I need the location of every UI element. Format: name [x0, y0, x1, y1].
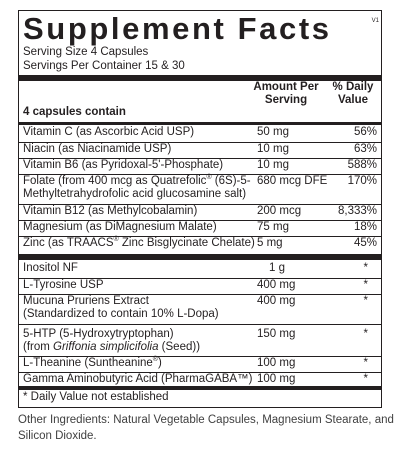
- nutrient-amount: 75 mg: [257, 221, 289, 233]
- serving-size: Serving Size 4 Capsules: [23, 46, 149, 58]
- nutrient-name: Magnesium (as DiMagnesium Malate): [23, 221, 217, 233]
- ingredient-name: Inositol NF: [23, 262, 78, 274]
- ingredient-row: Gamma Aminobutyric Acid (PharmaGABA™) 10…: [19, 372, 381, 389]
- ingredient-name: Gamma Aminobutyric Acid (PharmaGABA™): [23, 373, 253, 385]
- servings-per-container: Servings Per Container 15 & 30: [23, 60, 185, 72]
- nutrient-row: Vitamin B12 (as Methylcobalamin) 200 mcg…: [19, 204, 381, 221]
- ingredient-row: Inositol NF 1 g *: [19, 262, 381, 278]
- ingredient-amount: 1 g: [269, 262, 285, 274]
- nutrient-dv: 63%: [353, 143, 377, 155]
- per-serving-label: 4 capsules contain: [23, 106, 126, 118]
- ingredient-row: Mucuna Pruriens Extract (Standardized to …: [19, 294, 381, 325]
- ingredient-amount: 100 mg: [257, 357, 296, 369]
- nutrient-dv: 56%: [353, 126, 377, 138]
- header-divider: [19, 122, 381, 125]
- nutrient-name: Vitamin C (as Ascorbic Acid USP): [23, 126, 195, 138]
- nutrient-amount: 680 mcg DFE: [257, 175, 328, 187]
- ingredient-dv: *: [363, 262, 368, 274]
- ingredient-dv: *: [363, 357, 368, 369]
- supplement-facts-panel: Supplement Facts V1 Serving Size 4 Capsu…: [18, 10, 382, 408]
- ingredient-amount: 100 mg: [257, 373, 296, 385]
- ingredient-dv: *: [363, 295, 368, 307]
- thick-divider: [19, 75, 381, 81]
- nutrient-dv: 45%: [353, 237, 377, 249]
- other-ingredients-text: Other Ingredients: Natural Vegetable Cap…: [18, 414, 394, 442]
- nutrient-row: Magnesium (as DiMagnesium Malate) 75 mg …: [19, 220, 381, 237]
- nutrient-row: Vitamin B6 (as Pyridoxal-5'-Phosphate) 1…: [19, 158, 381, 175]
- nutrient-dv: 588%: [347, 159, 377, 171]
- nutrient-row: Niacin (as Niacinamide USP) 10 mg 63%: [19, 142, 381, 159]
- nutrient-row: Zinc (as TRAACS® Zinc Bisglycinate Chela…: [19, 236, 381, 253]
- nutrient-row: Folate (from 400 mcg as Quatrefolic® (6S…: [19, 174, 381, 205]
- ingredient-name: L-Theanine (Suntheanine®): [23, 356, 162, 369]
- ingredient-name: Mucuna Pruriens Extract (Standardized to …: [23, 295, 219, 320]
- thick-divider: [19, 386, 381, 390]
- nutrient-dv: 18%: [353, 221, 377, 233]
- amount-header: Amount Per Serving: [253, 81, 319, 106]
- ingredient-amount: 150 mg: [257, 328, 296, 340]
- ingredient-row: L-Theanine (Suntheanine®) 100 mg *: [19, 356, 381, 373]
- nutrient-amount: 10 mg: [257, 159, 289, 171]
- nutrient-dv: 8,333%: [337, 205, 377, 217]
- nutrient-name: Niacin (as Niacinamide USP): [23, 143, 172, 155]
- nutrient-dv: 170%: [347, 175, 377, 187]
- ingredient-amount: 400 mg: [257, 295, 296, 307]
- nutrient-name: Folate (from 400 mcg as Quatrefolic® (6S…: [23, 174, 251, 200]
- nutrient-name: Vitamin B6 (as Pyridoxal-5'-Phosphate): [23, 159, 224, 171]
- nutrient-amount: 200 mcg: [257, 205, 302, 217]
- nutrient-row: Vitamin C (as Ascorbic Acid USP) 50 mg 5…: [19, 126, 381, 142]
- thick-divider: [19, 254, 381, 260]
- nutrient-amount: 5 mg: [257, 237, 283, 249]
- panel-title: Supplement Facts: [23, 11, 332, 46]
- ingredient-dv: *: [363, 373, 368, 385]
- ingredient-dv: *: [363, 279, 368, 291]
- ingredient-row: L-Tyrosine USP 400 mg *: [19, 278, 381, 295]
- version-code: V1: [371, 18, 379, 24]
- ingredient-row: 5-HTP (5-Hydroxytryptophan) (from Griffon…: [19, 324, 381, 357]
- nutrient-amount: 10 mg: [257, 143, 289, 155]
- nutrient-amount: 50 mg: [257, 126, 289, 138]
- nutrient-name: Vitamin B12 (as Methylcobalamin): [23, 205, 198, 217]
- ingredient-dv: *: [363, 328, 368, 340]
- daily-value-footnote: * Daily Value not established: [23, 391, 169, 403]
- nutrient-name: Zinc (as TRAACS® Zinc Bisglycinate Chela…: [23, 236, 255, 249]
- daily-value-header: % Daily Value: [332, 81, 374, 106]
- ingredient-name: 5-HTP (5-Hydroxytryptophan) (from Griffon…: [23, 328, 201, 353]
- ingredient-name: L-Tyrosine USP: [23, 279, 104, 291]
- ingredient-amount: 400 mg: [257, 279, 296, 291]
